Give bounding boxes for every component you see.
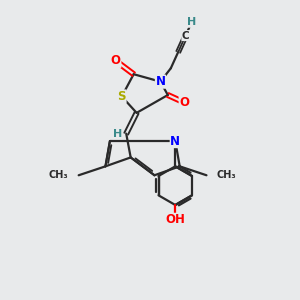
Text: C: C xyxy=(182,31,190,40)
Text: H: H xyxy=(113,129,122,139)
Text: OH: OH xyxy=(165,213,185,226)
Text: O: O xyxy=(179,96,189,109)
Text: S: S xyxy=(118,90,126,103)
Text: H: H xyxy=(187,17,196,27)
Text: O: O xyxy=(111,54,121,67)
Text: N: N xyxy=(155,75,165,88)
Text: CH₃: CH₃ xyxy=(217,170,236,180)
Text: N: N xyxy=(170,135,180,148)
Text: CH₃: CH₃ xyxy=(49,170,68,180)
